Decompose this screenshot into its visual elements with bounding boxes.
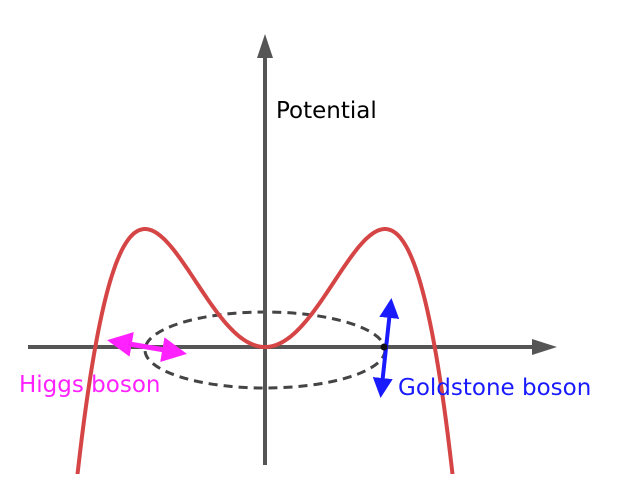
vertical-axis-arrowhead <box>257 34 273 58</box>
goldstone-boson-label: Goldstone boson <box>398 375 591 401</box>
potential-curve <box>74 227 456 479</box>
higgs-boson-label: Higgs boson <box>19 372 160 398</box>
higgs-mode-arrow <box>107 332 187 362</box>
horizontal-axis-arrowhead <box>532 339 557 355</box>
goldstone-vacuum-point <box>380 343 388 351</box>
potential-label: Potential <box>276 98 377 124</box>
